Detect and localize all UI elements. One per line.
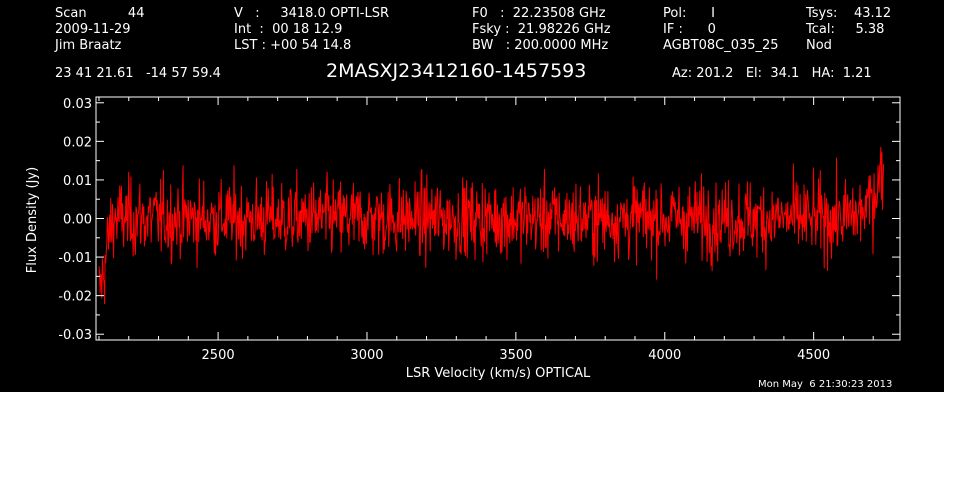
observer: Jim Braatz (55, 38, 122, 53)
y-axis-label: Flux Density (Jy) (25, 167, 40, 273)
y-tick-label: -0.01 (58, 251, 92, 266)
x-tick-label: 4000 (648, 348, 681, 363)
y-tick-label: -0.03 (58, 328, 92, 343)
spectrum-trace (98, 146, 885, 305)
x-axis-label: LSR Velocity (km/s) OPTICAL (406, 366, 591, 381)
obs-date: 2009-11-29 (55, 22, 131, 37)
lst: LST : +00 54 14.8 (234, 38, 352, 53)
integration-time: Int : 00 18 12.9 (234, 22, 343, 37)
sky-frequency: Fsky : 21.98226 GHz (472, 22, 611, 37)
velocity-info: V : 3418.0 OPTI-LSR (234, 6, 390, 21)
plot-panel: Scan 44 2009-11-29 Jim Braatz V : 3418.0… (0, 0, 944, 392)
y-tick-label: 0.03 (63, 97, 92, 112)
source-name: 2MASXJ23412160-1457593 (326, 60, 587, 82)
procedure: Nod (806, 38, 832, 53)
az-el-ha: Az: 201.2 El: 34.1 HA: 1.21 (672, 66, 872, 81)
axis-ticks: 2500 3000 3500 4000 4500 -0.03 -0.02 -0.01 0.00 0… (58, 97, 900, 363)
scan-number: Scan 44 (55, 6, 145, 21)
tsys: Tsys: 43.12 (806, 6, 892, 21)
spectrum-trace-layer (98, 146, 885, 305)
x-tick-label: 4500 (797, 348, 830, 363)
x-tick-label: 3000 (350, 348, 383, 363)
x-tick-label: 3500 (499, 348, 532, 363)
source-coordinates: 23 41 21.61 -14 57 59.4 (55, 66, 221, 81)
timestamp: Mon May 6 21:30:23 2013 (758, 379, 893, 390)
if-number: IF : 0 (663, 22, 716, 37)
y-tick-label: -0.02 (58, 290, 92, 305)
bandwidth: BW : 200.0000 MHz (472, 38, 609, 53)
y-tick-label: 0.01 (63, 174, 92, 189)
y-tick-label: 0.00 (63, 213, 92, 228)
tcal: Tcal: 5.38 (806, 22, 885, 37)
y-tick-label: 0.02 (63, 135, 92, 150)
rest-frequency: F0 : 22.23508 GHz (472, 6, 606, 21)
x-tick-label: 2500 (202, 348, 235, 363)
spectrum-chart: 2500 3000 3500 4000 4500 -0.03 -0.02 -0.01 0.00 0… (25, 96, 901, 381)
polarization: Pol: I (663, 6, 715, 21)
project-id: AGBT08C_035_25 (663, 38, 779, 53)
